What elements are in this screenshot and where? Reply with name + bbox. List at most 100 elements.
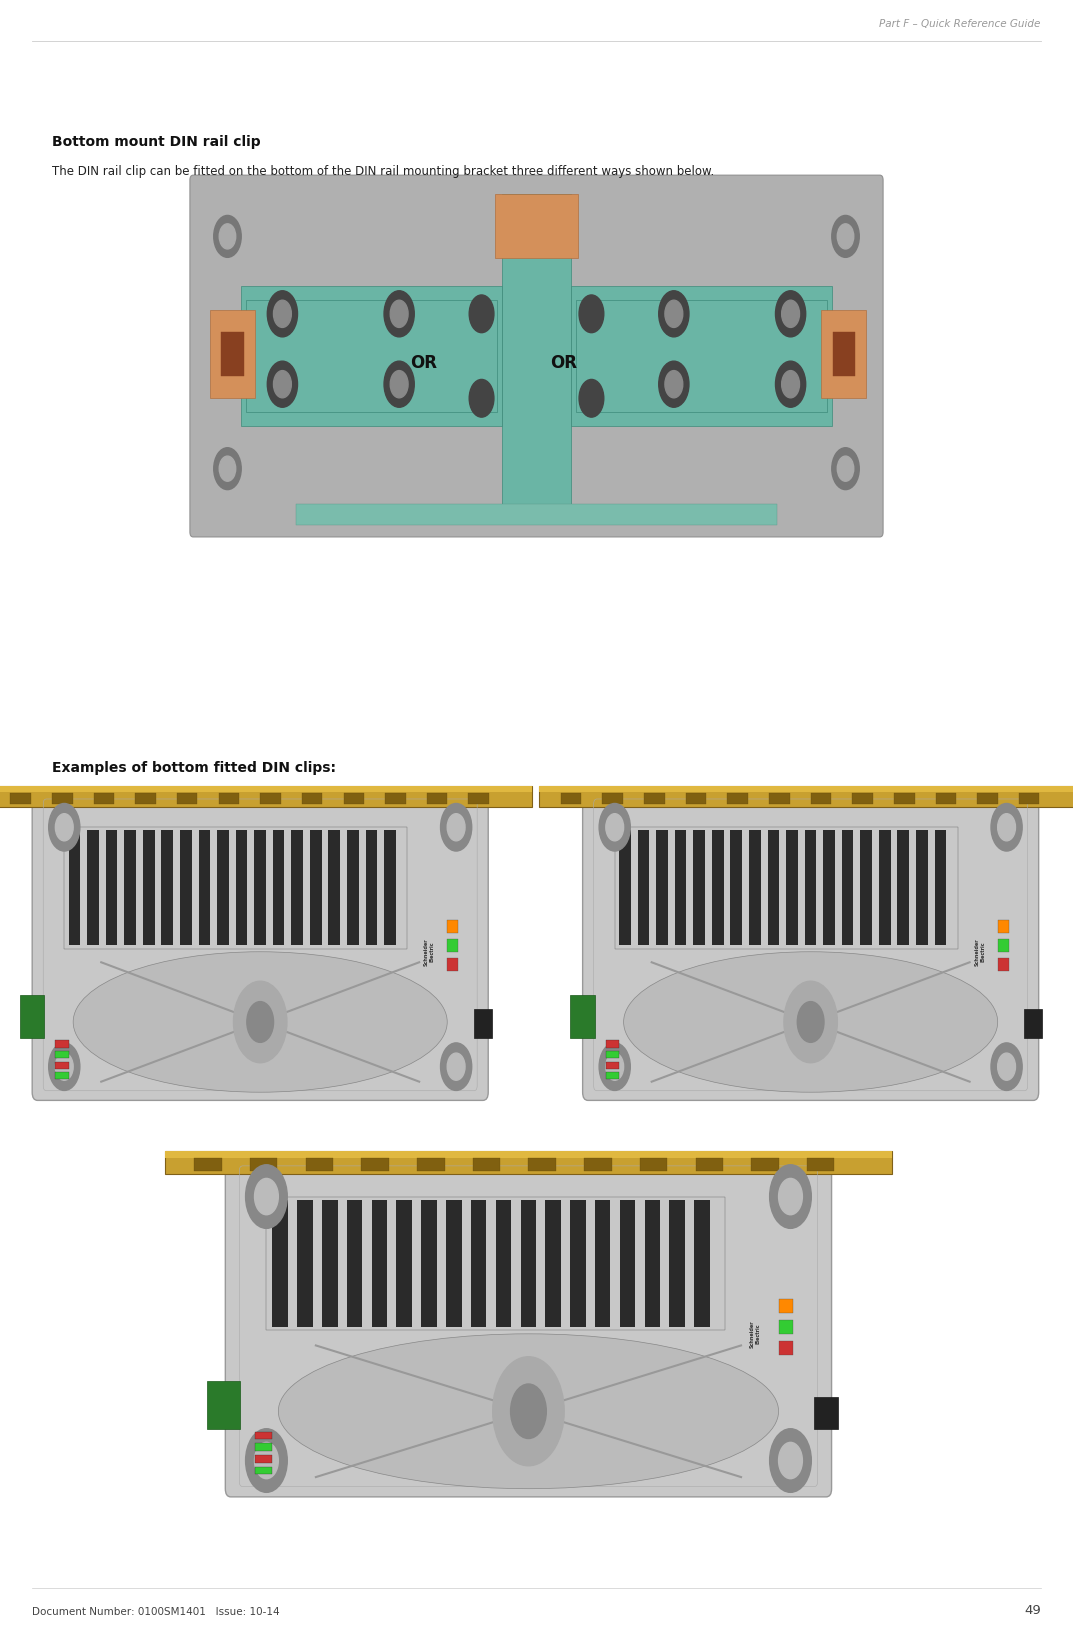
Bar xyxy=(640,1159,667,1170)
Bar xyxy=(731,830,743,946)
Circle shape xyxy=(447,814,465,841)
Bar xyxy=(322,1200,338,1326)
Circle shape xyxy=(832,216,859,257)
Bar xyxy=(779,1341,793,1355)
Circle shape xyxy=(769,1429,811,1493)
Bar xyxy=(693,830,705,946)
Circle shape xyxy=(779,1179,803,1215)
Circle shape xyxy=(469,295,494,332)
Bar xyxy=(310,830,322,946)
Bar xyxy=(779,1319,793,1334)
Bar xyxy=(135,792,156,804)
Circle shape xyxy=(606,1053,623,1080)
Bar xyxy=(779,1298,793,1313)
Bar xyxy=(254,1467,273,1475)
Bar xyxy=(606,1041,619,1048)
Circle shape xyxy=(579,295,604,332)
Circle shape xyxy=(781,370,799,398)
Bar xyxy=(606,1061,619,1069)
Bar xyxy=(520,1200,536,1326)
Bar xyxy=(56,1051,69,1058)
Circle shape xyxy=(246,1166,288,1228)
Circle shape xyxy=(776,362,806,408)
Bar xyxy=(236,830,247,946)
Bar xyxy=(273,830,284,946)
Circle shape xyxy=(659,291,689,337)
Bar xyxy=(805,830,817,946)
Bar xyxy=(217,830,229,946)
Circle shape xyxy=(784,981,837,1062)
Bar xyxy=(787,830,797,946)
Bar xyxy=(207,1382,239,1429)
Bar xyxy=(254,830,266,946)
Bar xyxy=(177,792,197,804)
Bar xyxy=(221,332,244,377)
Bar xyxy=(292,830,303,946)
Bar xyxy=(615,827,957,948)
Bar xyxy=(210,311,255,398)
Text: The DIN rail clip can be fitted on the bottom of the DIN rail mounting bracket t: The DIN rail clip can be fitted on the b… xyxy=(52,165,714,178)
Ellipse shape xyxy=(623,951,998,1092)
Circle shape xyxy=(599,1043,630,1090)
Text: Schneider
Electric: Schneider Electric xyxy=(424,938,435,966)
Bar xyxy=(645,1200,660,1326)
Bar xyxy=(162,830,173,946)
Bar xyxy=(328,830,340,946)
Bar xyxy=(106,830,117,946)
Bar xyxy=(998,958,1009,971)
Circle shape xyxy=(665,300,682,327)
Circle shape xyxy=(267,362,297,408)
Circle shape xyxy=(274,370,292,398)
Bar xyxy=(694,1200,709,1326)
Circle shape xyxy=(246,1429,288,1493)
Bar xyxy=(473,1159,500,1170)
Bar xyxy=(539,786,1073,807)
Bar xyxy=(396,1200,412,1326)
Bar xyxy=(250,1159,278,1170)
Bar xyxy=(56,1061,69,1069)
Bar xyxy=(366,830,378,946)
Bar xyxy=(935,830,946,946)
Text: 49: 49 xyxy=(1024,1604,1041,1617)
Bar xyxy=(52,792,73,804)
Bar xyxy=(769,792,790,804)
Bar xyxy=(916,830,928,946)
Text: Schneider
Electric: Schneider Electric xyxy=(749,1319,760,1347)
Circle shape xyxy=(665,370,682,398)
Circle shape xyxy=(998,814,1015,841)
Circle shape xyxy=(384,362,414,408)
Bar xyxy=(165,1151,892,1174)
Circle shape xyxy=(219,224,236,249)
Text: Examples of bottom fitted DIN clips:: Examples of bottom fitted DIN clips: xyxy=(52,761,336,776)
Bar xyxy=(447,940,458,951)
Circle shape xyxy=(274,300,292,327)
Circle shape xyxy=(391,370,408,398)
Circle shape xyxy=(441,1043,472,1090)
Bar xyxy=(347,1200,363,1326)
Bar xyxy=(936,792,956,804)
Bar xyxy=(0,786,532,792)
Bar xyxy=(347,830,358,946)
Bar xyxy=(447,958,458,971)
Bar xyxy=(496,195,577,257)
Bar xyxy=(180,830,192,946)
FancyBboxPatch shape xyxy=(190,175,883,537)
Circle shape xyxy=(991,1043,1023,1090)
FancyBboxPatch shape xyxy=(32,791,488,1100)
Bar xyxy=(273,1200,288,1326)
Bar xyxy=(833,332,855,377)
Bar xyxy=(811,792,832,804)
Bar xyxy=(814,1398,838,1429)
Circle shape xyxy=(254,1179,278,1215)
Bar xyxy=(143,830,155,946)
Bar xyxy=(427,792,447,804)
Bar xyxy=(712,830,723,946)
Bar xyxy=(879,830,891,946)
Bar xyxy=(686,792,706,804)
Circle shape xyxy=(391,300,408,327)
Bar xyxy=(422,1200,437,1326)
Bar xyxy=(822,311,866,398)
Circle shape xyxy=(659,362,689,408)
Circle shape xyxy=(606,814,623,841)
Bar xyxy=(571,285,832,426)
